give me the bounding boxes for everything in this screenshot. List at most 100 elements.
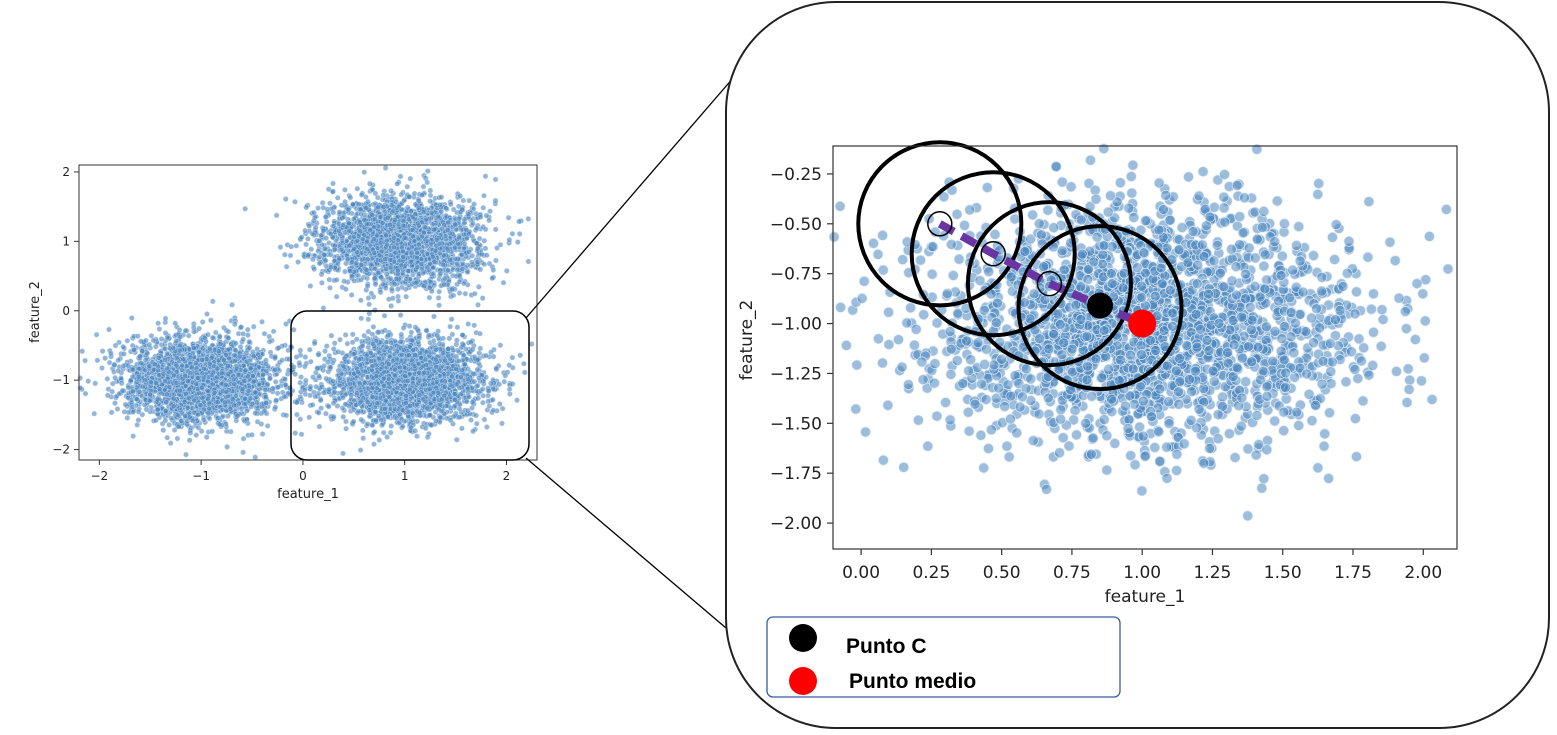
scatter-point — [345, 206, 352, 213]
scatter-point — [477, 214, 484, 220]
scatter-point — [469, 259, 475, 266]
scatter-point — [321, 245, 328, 252]
scatter-point — [380, 204, 387, 210]
scatter-point — [377, 214, 384, 220]
scatter-point — [421, 224, 428, 231]
scatter-point — [115, 357, 121, 364]
scatter-point — [437, 245, 444, 252]
scatter-point — [387, 257, 394, 264]
scatter-point — [259, 431, 266, 437]
scatter-point — [315, 205, 321, 211]
scatter-point — [398, 262, 405, 269]
scatter-point — [351, 246, 358, 252]
scatter-point — [295, 259, 301, 265]
scatter-point — [342, 268, 348, 275]
scatter-point — [424, 179, 431, 186]
scatter-point — [395, 221, 402, 228]
scatter-point — [225, 328, 232, 335]
scatter-point — [350, 201, 356, 208]
scatter-point — [516, 218, 522, 225]
scatter-point — [388, 286, 395, 292]
scatter-point — [338, 246, 345, 253]
scatter-point — [354, 185, 361, 192]
scatter-point — [323, 235, 329, 241]
scatter-point — [463, 227, 470, 233]
scatter-point — [264, 423, 271, 429]
scatter-point — [205, 331, 211, 338]
scatter-point — [156, 326, 163, 332]
scatter-point — [336, 228, 342, 234]
scatter-point — [473, 225, 480, 232]
scatter-point — [92, 380, 98, 387]
scatter-point — [377, 289, 384, 296]
scatter-point — [134, 333, 141, 339]
scatter-point — [456, 234, 463, 241]
scatter-point — [340, 222, 346, 229]
scatter-point — [482, 226, 489, 233]
scatter-point — [342, 186, 348, 193]
scatter-point — [259, 318, 265, 325]
scatter-point — [418, 192, 425, 198]
scatter-point — [398, 191, 405, 198]
scatter-point — [129, 388, 136, 395]
scatter-point — [395, 298, 402, 304]
scatter-point — [371, 275, 378, 282]
scatter-point — [252, 389, 259, 396]
scatter-point — [363, 221, 370, 227]
scatter-point — [270, 328, 277, 335]
scatter-point — [461, 241, 468, 247]
scatter-point — [408, 249, 415, 256]
scatter-point — [167, 440, 174, 446]
scatter-point — [242, 205, 248, 212]
scatter-point — [320, 305, 327, 311]
scatter-point — [382, 165, 389, 171]
scatter-point — [358, 277, 364, 283]
scatter-point — [458, 226, 465, 233]
scatter-point — [342, 199, 348, 205]
scatter-point — [476, 235, 483, 242]
scatter-point — [99, 348, 106, 354]
scatter-point — [168, 415, 175, 422]
scatter-point — [306, 346, 313, 353]
scatter-point — [438, 225, 445, 232]
scatter-point — [336, 209, 343, 215]
scatter-point — [114, 406, 121, 412]
scatter-point — [414, 220, 421, 227]
scatter-point — [384, 241, 390, 248]
scatter-point — [203, 434, 210, 440]
scatter-point — [124, 337, 131, 344]
scatter-point — [400, 254, 407, 260]
scatter-point — [243, 408, 250, 414]
scatter-point — [480, 204, 487, 211]
scatter-point — [475, 302, 481, 308]
scatter-point — [311, 209, 317, 216]
scatter-point — [245, 373, 251, 380]
scatter-point — [457, 193, 464, 199]
scatter-point — [249, 432, 255, 438]
scatter-point — [483, 252, 490, 258]
scatter-point — [190, 324, 197, 331]
scatter-point — [418, 261, 425, 267]
scatter-point — [412, 211, 419, 217]
scatter-point — [462, 290, 469, 297]
scatter-point — [387, 252, 394, 258]
scatter-point — [391, 281, 398, 288]
scatter-point — [203, 356, 210, 362]
scatter-point — [391, 234, 397, 241]
scatter-point — [445, 267, 451, 274]
scatter-point — [306, 223, 313, 229]
scatter-point — [142, 377, 148, 384]
scatter-point — [287, 252, 294, 259]
scatter-point — [177, 333, 184, 340]
scatter-point — [311, 266, 318, 272]
scatter-point — [238, 405, 245, 412]
scatter-point — [483, 212, 490, 219]
scatter-point — [305, 252, 311, 259]
scatter-point — [319, 199, 326, 206]
scatter-point — [383, 266, 389, 272]
scatter-point — [431, 226, 437, 233]
scatter-point — [357, 206, 364, 213]
scatter-point — [164, 334, 171, 341]
scatter-point — [525, 216, 532, 222]
